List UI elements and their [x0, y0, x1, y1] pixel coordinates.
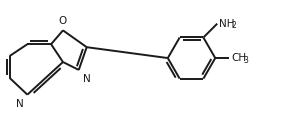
Text: 3: 3	[243, 56, 248, 65]
Text: NH: NH	[219, 19, 235, 29]
Text: N: N	[16, 99, 24, 109]
Text: 2: 2	[231, 21, 236, 30]
Text: O: O	[59, 16, 67, 26]
Text: CH: CH	[231, 53, 246, 63]
Text: N: N	[83, 74, 91, 84]
